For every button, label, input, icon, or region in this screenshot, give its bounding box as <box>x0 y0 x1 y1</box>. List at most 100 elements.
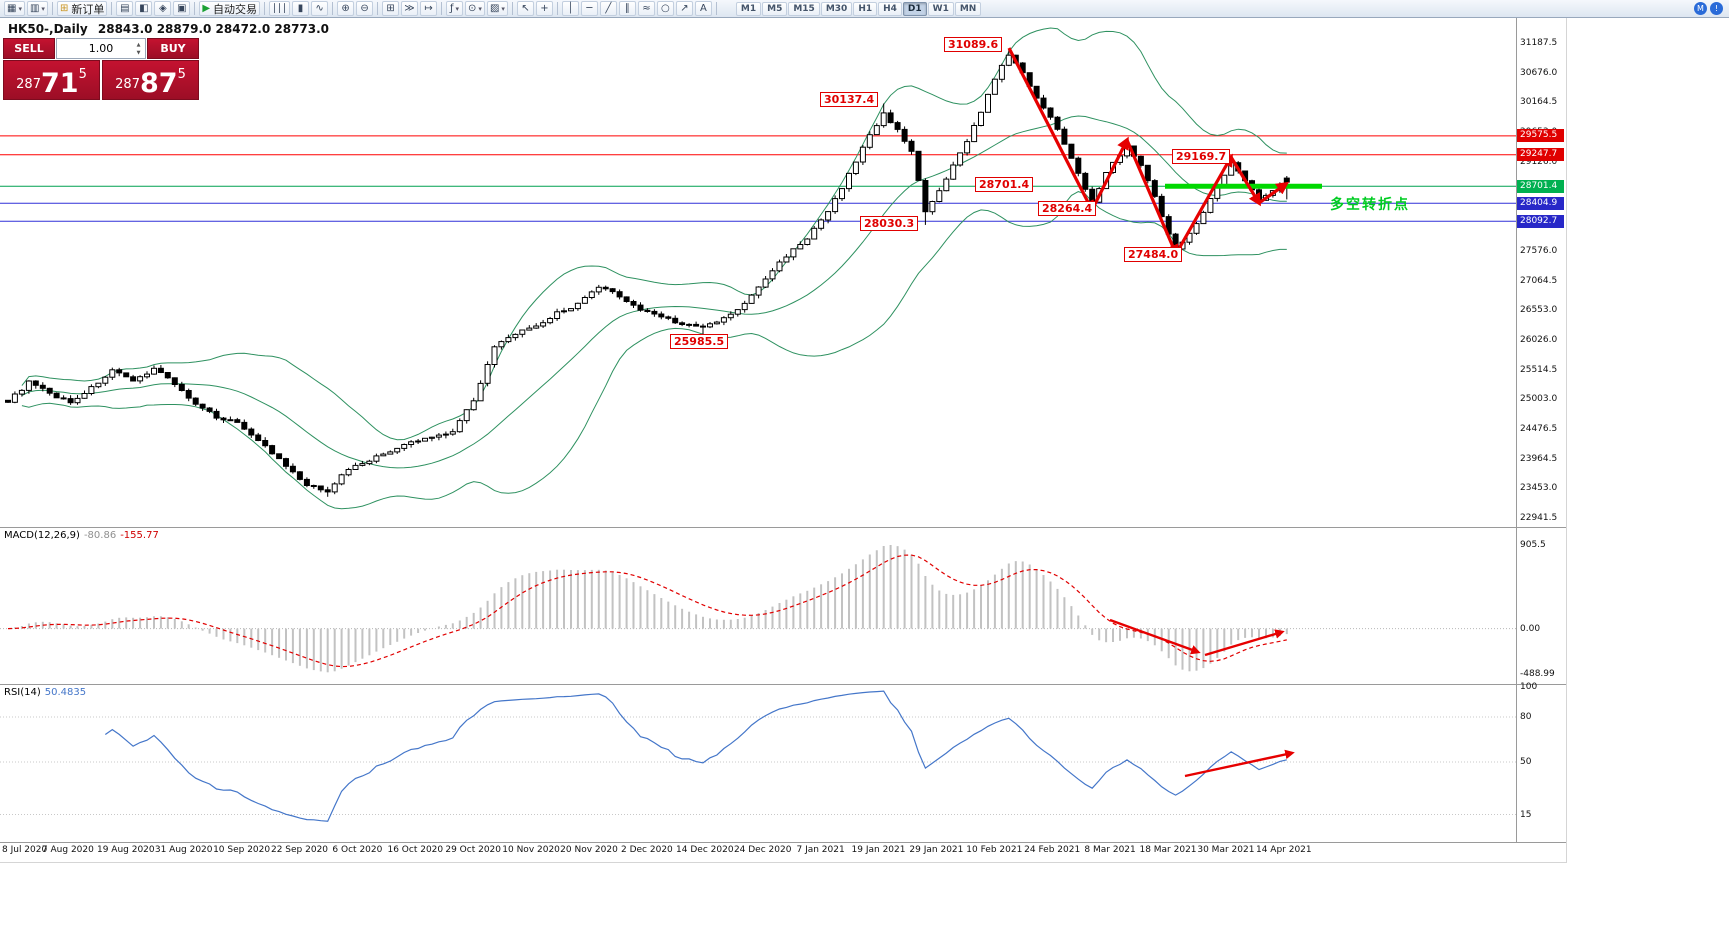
main-chart[interactable] <box>0 18 1516 527</box>
price-annotation-label[interactable]: 28030.3 <box>860 216 919 231</box>
dropdown-arrow-icon[interactable]: ▾ <box>501 4 505 13</box>
timeframe-m1-button[interactable]: M1 <box>735 1 762 16</box>
macd-pane[interactable] <box>0 527 1516 684</box>
indicators-icon: ƒ <box>450 2 454 14</box>
volume-down-icon[interactable]: ▼ <box>136 50 141 56</box>
chart-shift-button[interactable]: ↦ <box>420 1 438 16</box>
pane-separator[interactable] <box>0 527 1566 528</box>
fibonacci-button[interactable]: ≈ <box>637 1 655 16</box>
dropdown-arrow-icon[interactable]: ▾ <box>18 4 22 13</box>
toolbar-separator <box>377 2 379 15</box>
vertical-line-button[interactable]: │ <box>561 1 579 16</box>
bars-chart-icon: ∣∣∣ <box>272 2 288 14</box>
periods-button[interactable]: ⊙ ▾ <box>465 1 485 16</box>
whats-new-icon[interactable]: ! <box>1710 2 1723 15</box>
line-chart-icon: ∿ <box>315 2 324 14</box>
timeframe-h4-button[interactable]: H4 <box>878 1 902 16</box>
market-watch-button[interactable]: ▤ <box>116 1 134 16</box>
price-annotation-label[interactable]: 29169.7 <box>1172 149 1231 164</box>
templates-button[interactable]: ▨ ▾ <box>486 1 508 16</box>
chart-shift-icon: ↦ <box>424 2 433 14</box>
zoom-in-button[interactable]: ⊕ <box>337 1 355 16</box>
buy-price-big: 87 <box>139 68 178 99</box>
toolbar-buttons: ▦ ▾ ▥ ▾ ⊞ 新订单 ▤ ◧ ◈ ▣ ▶ 自动交易 ∣∣∣ ▮ ∿ ⊕ ⊖ ⊞ ≫ ↦ ƒ ▾ ⊙ ▾ ▨ ▾ ↖ + │ ─ ╱ ∥ ≈… <box>3 1 720 16</box>
rsi-name: RSI(14) <box>4 687 41 698</box>
channel-button[interactable]: ∥ <box>618 1 636 16</box>
price-annotation-label[interactable]: 25985.5 <box>670 334 729 349</box>
price-annotation-label[interactable]: 31089.6 <box>944 37 1003 52</box>
navigator-icon: ◈ <box>158 2 167 14</box>
horizontal-line-button[interactable]: ─ <box>580 1 598 16</box>
navigator-button[interactable]: ◈ <box>154 1 172 16</box>
rsi-pane[interactable] <box>0 684 1516 842</box>
toolbar: ▦ ▾ ▥ ▾ ⊞ 新订单 ▤ ◧ ◈ ▣ ▶ 自动交易 ∣∣∣ ▮ ∿ ⊕ ⊖ ⊞ ≫ ↦ ƒ ▾ ⊙ ▾ ▨ ▾ ↖ + │ ─ ╱ ∥ ≈… <box>0 0 1729 18</box>
candles-chart-button[interactable]: ▮ <box>292 1 310 16</box>
cursor-button[interactable]: ↖ <box>516 1 534 16</box>
dropdown-arrow-icon[interactable]: ▾ <box>478 4 482 13</box>
timeframe-m30-button[interactable]: M30 <box>820 1 853 16</box>
dropdown-arrow-icon[interactable]: ▾ <box>455 4 460 13</box>
price-annotation-label[interactable]: 28264.4 <box>1038 201 1097 216</box>
symbol-period-label: HK50-,Daily <box>8 22 88 36</box>
text-icon: A <box>699 2 707 14</box>
autotrade-button[interactable]: ▶ 自动交易 <box>199 1 261 16</box>
timeframe-m5-button[interactable]: M5 <box>762 1 788 16</box>
trendline-icon: ╱ <box>605 2 612 14</box>
support-zone-label: 多空转折点 <box>1330 197 1410 214</box>
buy-price-sup: 5 <box>177 67 186 82</box>
price-axis[interactable] <box>1516 18 1566 842</box>
terminal-icon: ▣ <box>177 2 187 14</box>
indicators-button[interactable]: ƒ ▾ <box>446 1 464 16</box>
buy-price-box[interactable]: 287 87 5 <box>102 60 199 100</box>
timeframe-w1-button[interactable]: W1 <box>927 1 954 16</box>
profiles-icon: ▥ <box>29 2 40 14</box>
autotrade-icon: ▶ <box>202 2 211 14</box>
pane-separator[interactable] <box>0 684 1566 685</box>
timeframe-d1-button[interactable]: D1 <box>902 1 927 16</box>
trendline-button[interactable]: ╱ <box>599 1 617 16</box>
templates-icon: ▨ <box>489 2 500 14</box>
line-chart-button[interactable]: ∿ <box>311 1 329 16</box>
price-annotation-label[interactable]: 27484.0 <box>1124 247 1183 262</box>
mql5-community-icon[interactable]: M <box>1694 2 1707 15</box>
date-axis-border <box>0 842 1566 843</box>
date-axis[interactable] <box>0 842 1566 862</box>
sell-price-prefix: 287 <box>16 77 41 92</box>
volume-up-icon[interactable]: ▲ <box>136 42 141 48</box>
sell-button[interactable]: SELL <box>3 38 55 59</box>
buy-button[interactable]: BUY <box>147 38 199 59</box>
horizontal-line-icon: ─ <box>586 2 593 14</box>
volume-spinner: ▲ ▼ <box>134 41 143 57</box>
bars-chart-button[interactable]: ∣∣∣ <box>269 1 291 16</box>
timeframe-m15-button[interactable]: M15 <box>788 1 820 16</box>
new-chart-button[interactable]: ▦ ▾ <box>4 1 25 16</box>
toolbar-separator <box>715 2 717 15</box>
ohlc-values: 28843.0 28879.0 28472.0 28773.0 <box>97 22 330 36</box>
tile-windows-button[interactable]: ⊞ <box>382 1 400 16</box>
timeframe-h1-button[interactable]: H1 <box>853 1 878 16</box>
dropdown-arrow-icon[interactable]: ▾ <box>41 4 45 13</box>
auto-scroll-button[interactable]: ≫ <box>401 1 419 16</box>
macd-signal-value: -155.77 <box>120 530 159 541</box>
crosshair-button[interactable]: + <box>535 1 553 16</box>
timeframe-mn-button[interactable]: MN <box>954 1 982 16</box>
shapes-button[interactable]: ○ <box>656 1 674 16</box>
price-annotation-label[interactable]: 28701.4 <box>975 177 1034 192</box>
new-order-icon: ⊞ <box>59 2 69 14</box>
sell-price-box[interactable]: 287 71 5 <box>3 60 100 100</box>
zoom-out-icon: ⊖ <box>360 2 369 14</box>
one-click-trading-panel: SELL 1.00 ▲ ▼ BUY 287 71 5 287 87 5 <box>3 38 199 100</box>
toolbar-right-icons: M! <box>1694 2 1723 15</box>
chart-window-bottom-edge <box>0 862 1567 863</box>
data-window-button[interactable]: ◧ <box>135 1 153 16</box>
toolbar-separator <box>111 2 113 15</box>
volume-input[interactable]: 1.00 ▲ ▼ <box>56 38 146 59</box>
new-order-button[interactable]: ⊞ 新订单 <box>56 1 108 16</box>
macd-indicator-title: MACD(12,26,9) -80.86 -155.77 <box>4 530 159 541</box>
zoom-out-button[interactable]: ⊖ <box>356 1 374 16</box>
text-button[interactable]: A <box>694 1 712 16</box>
arrow-tools-button[interactable]: ↗ <box>675 1 693 16</box>
price-annotation-label[interactable]: 30137.4 <box>820 92 879 107</box>
profiles-button[interactable]: ▥ ▾ <box>26 1 48 16</box>
terminal-button[interactable]: ▣ <box>173 1 191 16</box>
